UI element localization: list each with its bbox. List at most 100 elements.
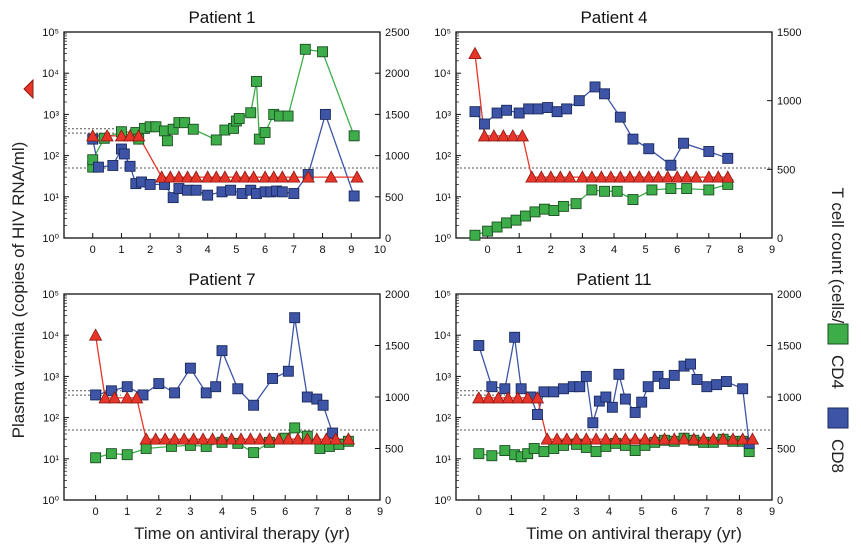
viremia-marker — [287, 170, 301, 183]
viremia-marker — [218, 170, 232, 183]
y-right-tick-label: 2000 — [777, 289, 801, 301]
cd8-marker — [288, 188, 300, 199]
y-left-tick-label: 10¹ — [435, 192, 451, 204]
viremia-marker — [246, 170, 261, 183]
y-left-tick-label: 10⁵ — [42, 289, 59, 301]
legend-cd8-swatch — [827, 407, 849, 429]
cd4-marker — [570, 198, 582, 210]
cd8-marker — [606, 401, 618, 413]
y-right-tick-label: 1500 — [777, 341, 801, 353]
viremia-marker — [229, 170, 244, 183]
viremia-line — [474, 53, 728, 178]
viremia-marker — [100, 129, 114, 142]
viremia-marker — [530, 391, 545, 404]
cd8-marker — [614, 111, 626, 123]
viremia-marker — [310, 432, 324, 445]
cd4-marker — [539, 203, 550, 215]
viremia-marker — [648, 432, 662, 445]
cd4-marker — [210, 134, 222, 146]
cd8-marker — [513, 107, 525, 119]
y-left-tick-label: 10⁴ — [42, 330, 59, 342]
cd8-marker — [153, 378, 165, 390]
cd8-marker — [659, 378, 670, 390]
cd4-marker — [665, 183, 677, 195]
y-left-tick-label: 10⁰ — [434, 495, 451, 507]
x-tick-label: 3 — [573, 506, 579, 518]
cd8-marker — [509, 331, 521, 343]
viremia-marker — [594, 170, 609, 183]
x-axis-label-left: Time on antiviral therapy (yr) — [134, 524, 350, 543]
cd8-marker — [499, 383, 511, 395]
x-tick-label: 1 — [516, 244, 522, 256]
viremia-marker — [275, 170, 290, 183]
viremia-marker — [238, 170, 252, 183]
y-left-tick-label: 10³ — [435, 109, 451, 121]
viremia-marker — [205, 432, 220, 445]
viremia-marker — [258, 170, 272, 183]
cd8-marker — [629, 407, 641, 418]
cd4-marker — [586, 184, 598, 196]
viremia-marker — [687, 432, 701, 445]
viremia-marker — [515, 129, 530, 142]
cd8-marker — [282, 365, 294, 377]
legend: CD4 CD8 — [827, 323, 849, 473]
cd8-marker — [532, 103, 544, 115]
y-left-tick-label: 10³ — [435, 371, 451, 383]
y-right-tick-label: 500 — [777, 164, 795, 176]
cd8-marker — [599, 88, 610, 100]
cd8-marker — [311, 393, 323, 405]
x-tick-label: 2 — [541, 506, 547, 518]
viremia-marker — [726, 432, 740, 445]
viremia-marker — [341, 432, 356, 445]
viremia-marker — [132, 129, 146, 142]
cd4-marker — [629, 445, 641, 457]
viremia-marker — [702, 170, 716, 183]
x-tick-label: 5 — [639, 506, 645, 518]
viremia-marker — [107, 391, 122, 404]
x-tick-label: 5 — [233, 244, 239, 256]
viremia-marker — [534, 170, 548, 183]
viremia-marker — [301, 170, 315, 183]
cd8-marker — [627, 133, 639, 145]
y-left-tick-label: 10² — [43, 413, 59, 425]
viremia-marker — [642, 170, 656, 183]
cd4-marker — [590, 446, 602, 458]
viremia-marker — [632, 170, 646, 183]
cd8-marker — [491, 107, 503, 119]
viremia-marker — [680, 170, 694, 183]
cd4-marker — [482, 225, 494, 237]
y-right-tick-label: 500 — [777, 444, 795, 456]
cd4-marker — [245, 107, 257, 119]
y-right-tick-label: 500 — [385, 192, 403, 204]
viremia-marker — [618, 432, 633, 445]
cd8-marker — [636, 396, 648, 408]
cd8-marker — [642, 381, 654, 393]
viremia-marker — [563, 170, 577, 183]
y-right-tick-label: 1000 — [777, 96, 801, 108]
y-left-tick-label: 10³ — [43, 371, 59, 383]
viremia-marker — [200, 170, 215, 183]
viremia-marker — [540, 432, 554, 445]
viremia-marker — [468, 46, 482, 59]
cd8-marker — [538, 386, 550, 398]
y-left-tick-label: 10² — [435, 151, 451, 163]
cd8-marker — [573, 95, 585, 107]
cd8-marker — [232, 383, 244, 395]
cd8-marker — [558, 383, 569, 395]
cd4-marker — [501, 217, 513, 229]
x-tick-label: 9 — [769, 244, 775, 256]
cd8-marker — [169, 387, 181, 399]
y-right-tick-label: 2000 — [385, 68, 409, 80]
x-tick-label: 1 — [124, 506, 130, 518]
cd8-marker — [248, 399, 260, 411]
x-tick-label: 0 — [485, 244, 491, 256]
viremia-marker — [186, 432, 201, 445]
cd4-marker — [251, 75, 262, 87]
viremia-marker — [525, 170, 539, 183]
cd8-marker — [600, 391, 612, 403]
viremia-marker — [114, 129, 129, 142]
viremia-marker — [579, 432, 593, 445]
viremia-marker — [281, 432, 296, 445]
cd8-marker — [190, 184, 202, 196]
